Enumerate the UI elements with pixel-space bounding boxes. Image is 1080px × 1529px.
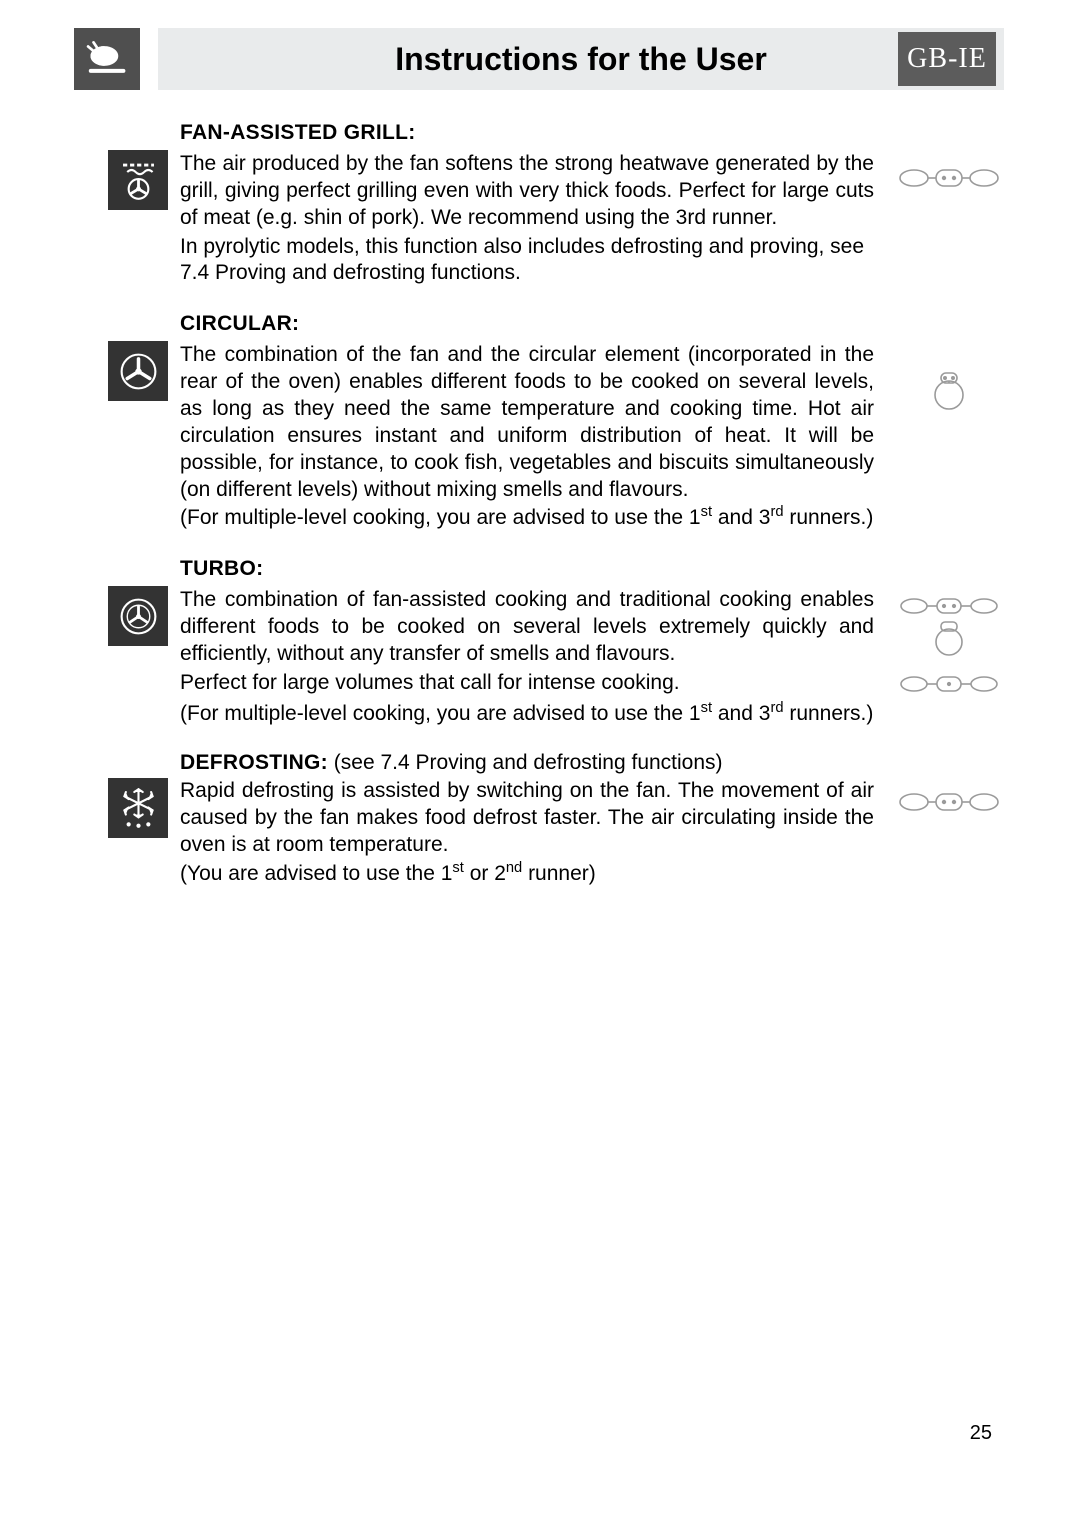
section-title: TURBO:: [180, 556, 874, 583]
language-badge: GB-IE: [898, 32, 996, 86]
section-defrosting: DEFROSTING: (see 7.4 Proving and defrost…: [108, 750, 1004, 888]
note: (For multiple-level cooking, you are adv…: [180, 505, 1004, 532]
section-note: (You are advised to use the 1st or 2nd r…: [180, 861, 1004, 888]
paragraph: The combination of the fan and the circu…: [180, 342, 874, 503]
turbo-icon: [108, 586, 168, 646]
page-number: 25: [970, 1422, 992, 1445]
brand-icon: [74, 28, 140, 90]
section-note: (For multiple-level cooking, you are adv…: [180, 505, 1004, 532]
paragraph: Perfect for large volumes that call for …: [180, 670, 874, 697]
section-body: DEFROSTING: (see 7.4 Proving and defrost…: [180, 750, 874, 860]
section-body: TURBO: The combination of fan-assisted c…: [180, 556, 874, 727]
note: (You are advised to use the 1st or 2nd r…: [180, 861, 1004, 888]
fan-grill-icon: [108, 150, 168, 210]
section-circular: CIRCULAR: The combination of the fan and…: [108, 311, 1004, 532]
section-title: FAN-ASSISTED GRILL:: [180, 120, 874, 147]
section-title-line: DEFROSTING: (see 7.4 Proving and defrost…: [180, 750, 874, 777]
circular-icon: [108, 341, 168, 401]
section-body: FAN-ASSISTED GRILL: The air produced by …: [180, 120, 874, 287]
note: (For multiple-level cooking, you are adv…: [180, 701, 874, 728]
title-suffix: (see 7.4 Proving and defrosting function…: [328, 751, 723, 774]
page-title: Instructions for the User: [395, 41, 767, 78]
snowflake-icon: [108, 778, 168, 838]
content-area: FAN-ASSISTED GRILL: The air produced by …: [108, 120, 1004, 908]
section-title: DEFROSTING:: [180, 751, 328, 774]
paragraph: In pyrolytic models, this function also …: [180, 234, 874, 288]
paragraph: Rapid defrosting is assisted by switchin…: [180, 778, 874, 859]
paragraph: The air produced by the fan softens the …: [180, 151, 874, 232]
section-turbo: TURBO: The combination of fan-assisted c…: [108, 556, 1004, 727]
section-fan-grill: FAN-ASSISTED GRILL: The air produced by …: [108, 120, 1004, 287]
heating-diagram-top: [894, 156, 1004, 194]
title-text: CIRCULAR:: [180, 312, 299, 335]
heating-diagram-full: [894, 590, 1004, 700]
section-title: CIRCULAR:: [180, 311, 874, 338]
header-band: Instructions for the User: [158, 28, 1004, 90]
heating-diagram-rear: [894, 365, 1004, 415]
section-body: CIRCULAR: The combination of the fan and…: [180, 311, 874, 503]
heating-diagram-top-2: [894, 780, 1004, 818]
paragraph: The combination of fan-assisted cooking …: [180, 587, 874, 668]
